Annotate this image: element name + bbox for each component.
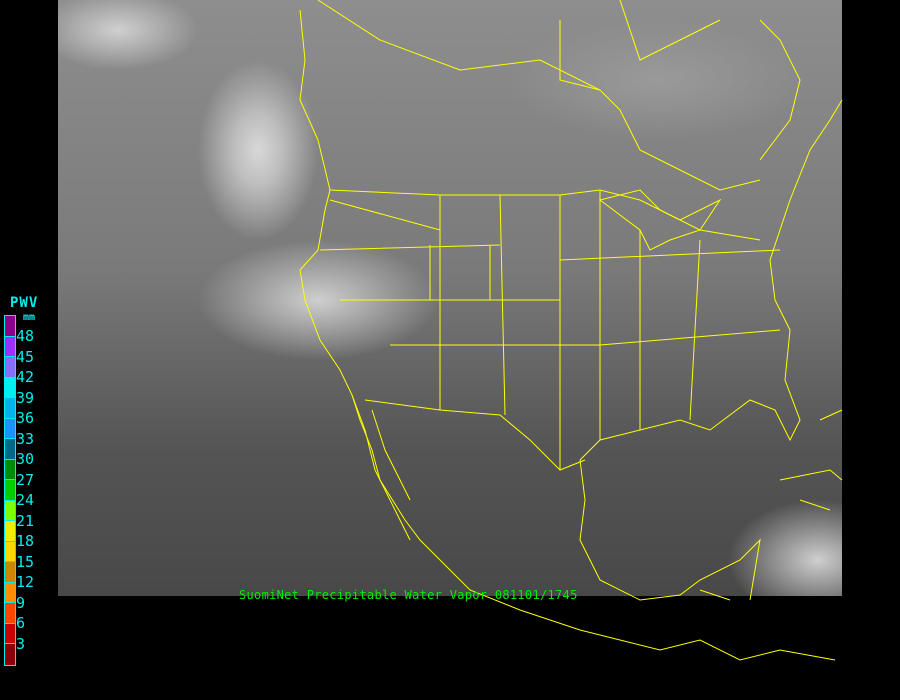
legend-swatch: [5, 377, 15, 398]
legend-label: 15: [16, 552, 35, 571]
legend-label: 6: [16, 614, 26, 632]
legend-unit: mm: [23, 312, 36, 323]
legend-swatch: [5, 336, 15, 357]
legend-label: 21: [16, 511, 35, 530]
legend-label: 33: [16, 429, 35, 448]
pacific-coastline: [299, 9, 836, 661]
us-mexico-border: [364, 399, 586, 471]
legend-swatch: [5, 562, 15, 583]
hudson-bay: [559, 0, 721, 91]
legend-label: 30: [16, 450, 35, 468]
atlantic-coastline: [759, 19, 843, 201]
legend-swatch: [5, 541, 15, 562]
legend-swatch: [5, 459, 15, 480]
legend-label: 18: [16, 532, 35, 550]
canada-border: [317, 0, 761, 191]
legend-label: 48: [16, 327, 35, 345]
legend-swatch: [5, 480, 15, 501]
caribbean-islands: [699, 409, 843, 601]
gulf-coastline: [579, 199, 801, 601]
legend-title: PWV: [10, 295, 39, 311]
legend-swatch: [5, 357, 15, 378]
legend-swatch: [5, 603, 15, 624]
legend-label: 39: [16, 388, 35, 407]
baja-coastline: [351, 394, 411, 541]
legend-label: 42: [16, 368, 35, 386]
legend-label: 24: [16, 491, 35, 509]
legend-label: 12: [16, 573, 35, 591]
great-lakes: [598, 189, 722, 251]
legend-swatch: [5, 521, 15, 542]
image-caption: SuomiNet Precipitable Water Vapor 081101…: [239, 588, 578, 602]
legend-swatch: [5, 623, 15, 644]
legend-label: 27: [16, 470, 35, 489]
state-lines: [319, 190, 781, 470]
legend-swatch: [5, 418, 15, 439]
legend-label: 45: [16, 347, 35, 366]
us-canada-border: [329, 189, 761, 241]
legend-label: 36: [16, 409, 35, 427]
legend-swatch: [5, 582, 15, 603]
color-scale-bar: [4, 315, 16, 666]
legend-swatch: [5, 644, 15, 665]
satellite-image: [58, 0, 842, 596]
legend-label: 9: [16, 593, 26, 612]
legend-swatch: [5, 398, 15, 419]
legend-swatch: [5, 316, 15, 337]
legend-label: 3: [16, 634, 26, 653]
legend-swatch: [5, 500, 15, 521]
legend-swatch: [5, 439, 15, 460]
